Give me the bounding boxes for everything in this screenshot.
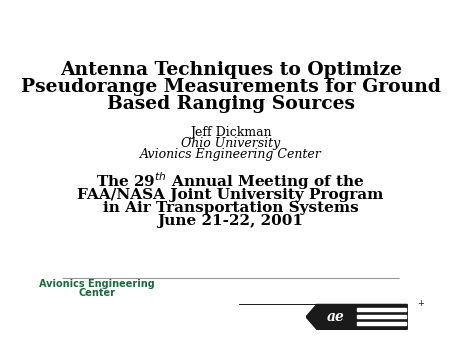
Text: FAA/NASA Joint University Program: FAA/NASA Joint University Program <box>77 188 384 201</box>
Text: Antenna Techniques to Optimize: Antenna Techniques to Optimize <box>59 61 401 79</box>
Text: in Air Transportation Systems: in Air Transportation Systems <box>103 201 359 215</box>
Text: Based Ranging Sources: Based Ranging Sources <box>107 95 355 113</box>
Text: The 29$^{th}$ Annual Meeting of the: The 29$^{th}$ Annual Meeting of the <box>96 171 365 192</box>
Text: Avionics Engineering: Avionics Engineering <box>39 279 154 289</box>
Polygon shape <box>306 305 407 329</box>
Text: Pseudorange Measurements for Ground: Pseudorange Measurements for Ground <box>21 78 441 96</box>
Text: Avionics Engineering Center: Avionics Engineering Center <box>140 148 321 161</box>
Text: Center: Center <box>78 288 115 298</box>
Text: June 21-22, 2001: June 21-22, 2001 <box>158 214 304 228</box>
Polygon shape <box>357 315 406 318</box>
Text: +: + <box>417 299 424 308</box>
Text: Ohio University: Ohio University <box>181 137 280 150</box>
Text: ae: ae <box>327 310 345 324</box>
Polygon shape <box>357 322 406 325</box>
Polygon shape <box>357 308 406 311</box>
Text: Jeff Dickman: Jeff Dickman <box>190 126 271 140</box>
